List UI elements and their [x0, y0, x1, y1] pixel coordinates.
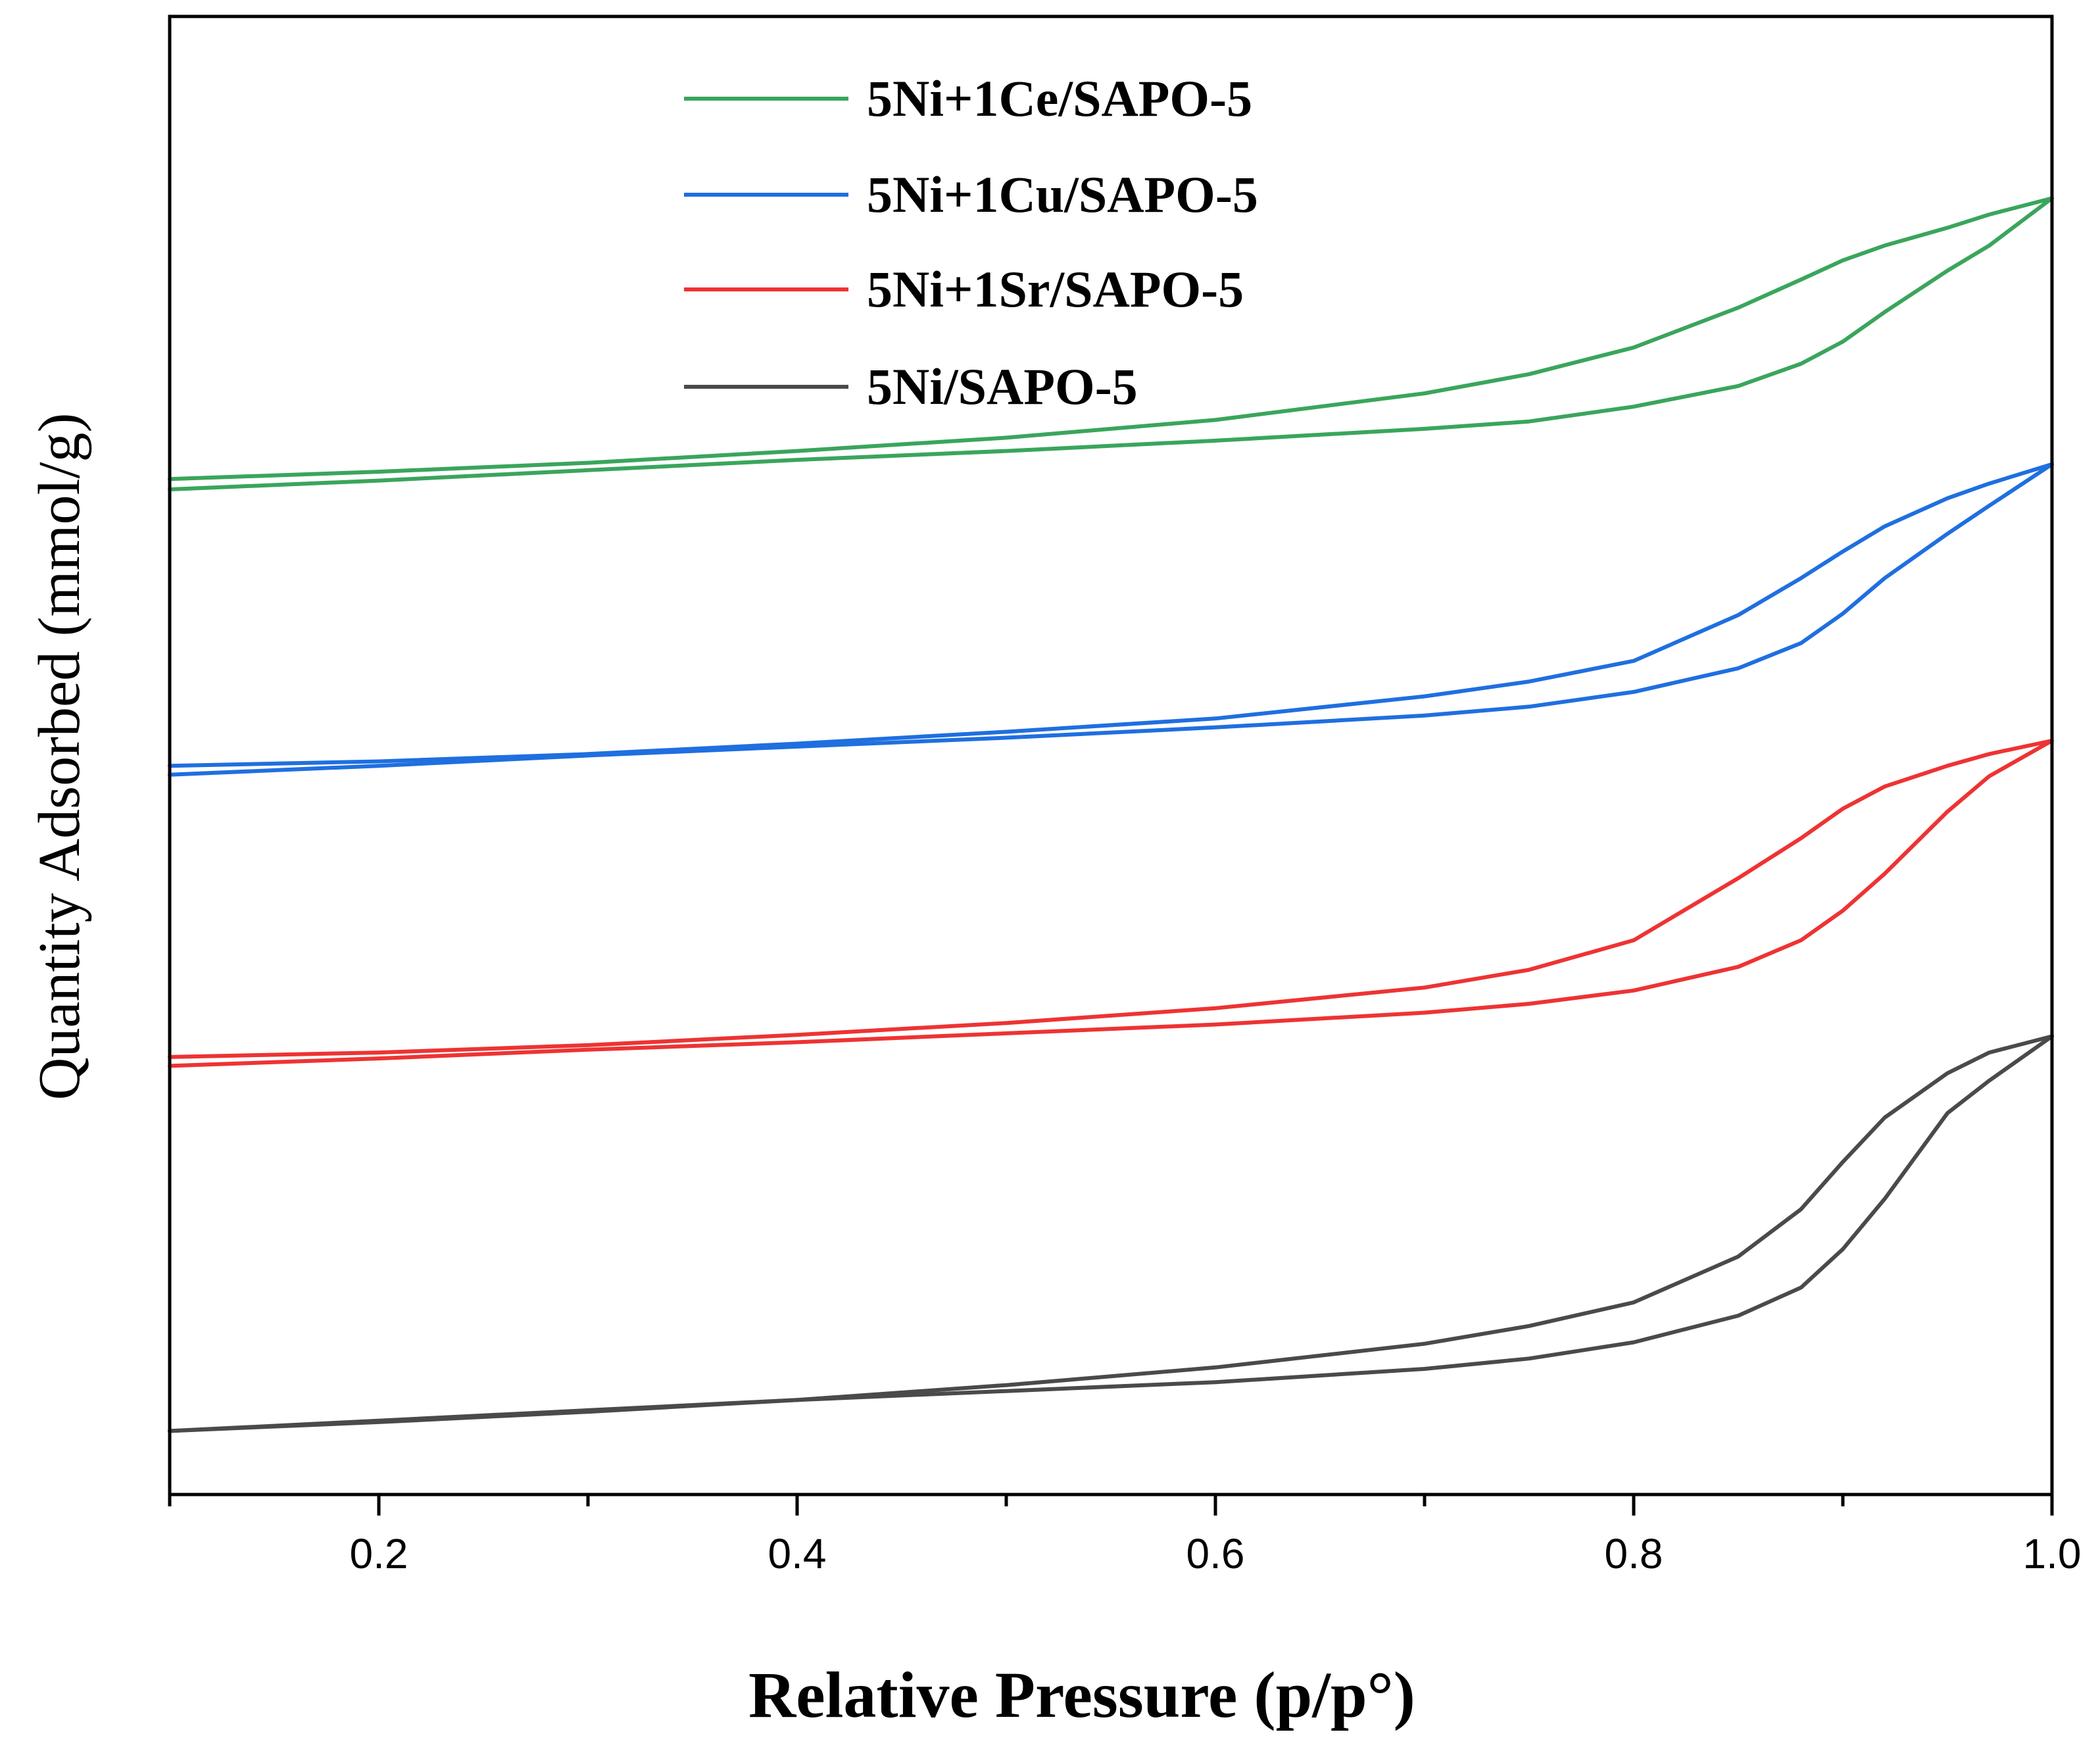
x-tick-label: 0.8	[1605, 1530, 1663, 1577]
x-tick-label: 1.0	[2023, 1530, 2082, 1577]
x-axis-ticks	[168, 1495, 2054, 1516]
legend-label-5ni-1sr-sapo-5: 5Ni+1Sr/SAPO-5	[867, 260, 1244, 318]
legend-label-5ni-1cu-sapo-5: 5Ni+1Cu/SAPO-5	[867, 166, 1258, 223]
x-axis-tick-labels: 0.2 0.4 0.6 0.8 1.0	[350, 1530, 2082, 1577]
legend-label-5ni-sapo-5: 5Ni/SAPO-5	[867, 358, 1138, 415]
x-tick-label: 0.2	[350, 1530, 408, 1577]
series-5ni-1cu-sapo-5-adsorption-line	[168, 462, 2054, 777]
y-axis-title: Quantity Adsorbed (mmol/g)	[27, 413, 92, 1100]
x-tick-label: 0.4	[768, 1530, 827, 1577]
legend: 5Ni+1Ce/SAPO-5 5Ni+1Cu/SAPO-5 5Ni+1Sr/SAPO…	[684, 70, 1258, 415]
series-5ni-1sr-sapo-5-adsorption-line	[168, 739, 2054, 1068]
legend-label-5ni-1ce-sapo-5: 5Ni+1Ce/SAPO-5	[867, 70, 1252, 127]
series-5ni-sapo-5-desorption-line	[168, 1034, 2054, 1433]
plot-frame	[168, 14, 2054, 1496]
x-tick-label: 0.6	[1186, 1530, 1245, 1577]
series-5ni-1cu-sapo-5-desorption-line	[168, 462, 2054, 768]
x-axis-title: Relative Pressure (p/p°)	[748, 1658, 1415, 1731]
series-5ni-1ce-sapo-5-desorption-line	[168, 196, 2054, 482]
series-5ni-1ce-sapo-5-adsorption-line	[168, 196, 2054, 491]
plot-lines-group	[168, 196, 2054, 1433]
series-5ni-1sr-sapo-5-desorption-line	[168, 739, 2054, 1059]
